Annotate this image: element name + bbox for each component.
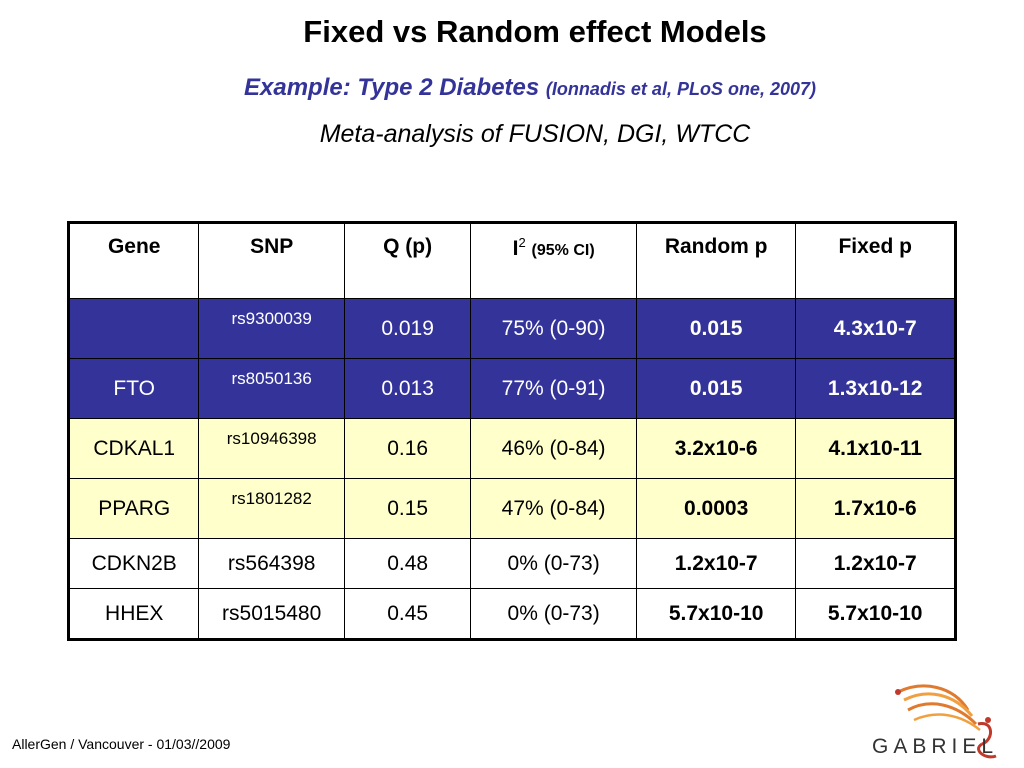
slide-title: Fixed vs Random effect Models	[303, 14, 767, 49]
cell-snp: rs564398	[198, 538, 345, 589]
gabriel-logo: GABRIEL	[868, 680, 1008, 765]
cell-snp: rs9300039	[198, 298, 345, 359]
cell-gene: HHEX	[67, 588, 200, 640]
cell-fixed: 5.7x10-10	[795, 588, 956, 640]
table-row: PPARG rs1801282 0.15 47% (0-84) 0.0003 1…	[67, 478, 956, 539]
cell-gene: FTO	[67, 358, 200, 419]
header-fixed: Fixed p	[795, 222, 956, 299]
cell-q: 0.16	[343, 418, 472, 479]
cell-fixed: 4.1x10-11	[795, 418, 956, 479]
cell-fixed: 1.7x10-6	[795, 478, 956, 539]
cell-gene: CDKN2B	[67, 538, 200, 589]
table-header-row: Gene SNP Q (p) I2 (95% CI) Random p Fixe…	[67, 222, 956, 299]
cell-random: 0.015	[635, 358, 797, 419]
cell-random: 0.015	[635, 298, 797, 359]
table-row: HHEX rs5015480 0.45 0% (0-73) 5.7x10-10 …	[67, 588, 956, 640]
footer-text: AllerGen / Vancouver - 01/03//2009	[12, 736, 231, 752]
cell-i2: 47% (0-84)	[470, 478, 637, 539]
cell-fixed: 1.3x10-12	[795, 358, 956, 419]
cell-snp: rs8050136	[198, 358, 345, 419]
cell-gene: CDKAL1	[67, 418, 200, 479]
cell-i2: 0% (0-73)	[470, 588, 637, 640]
cell-q: 0.45	[343, 588, 472, 640]
cell-fixed: 4.3x10-7	[795, 298, 956, 359]
cell-i2: 0% (0-73)	[470, 538, 637, 589]
header-i2: I2 (95% CI)	[470, 222, 637, 299]
header-i2-sup: 2	[518, 235, 526, 250]
header-random: Random p	[635, 222, 797, 299]
cell-gene: PPARG	[67, 478, 200, 539]
slide-subtitle: Example: Type 2 Diabetes (Ionnadis et al…	[120, 74, 940, 102]
cell-snp: rs10946398	[198, 418, 345, 479]
header-i2-main: I	[512, 237, 519, 260]
gabriel-logo-icon	[895, 684, 997, 759]
cell-q: 0.15	[343, 478, 472, 539]
table-row: CDKN2B rs564398 0.48 0% (0-73) 1.2x10-7 …	[67, 538, 956, 589]
cell-q: 0.48	[343, 538, 472, 589]
cell-q: 0.013	[343, 358, 472, 419]
table-row: rs9300039 0.019 75% (0-90) 0.015 4.3x10-…	[67, 298, 956, 359]
cell-random: 5.7x10-10	[635, 588, 797, 640]
table-row: FTO rs8050136 0.013 77% (0-91) 0.015 1.3…	[67, 358, 956, 419]
results-table: Gene SNP Q (p) I2 (95% CI) Random p Fixe…	[67, 221, 957, 641]
header-i2-ci: (95% CI)	[531, 242, 595, 259]
cell-snp: rs1801282	[198, 478, 345, 539]
cell-random: 0.0003	[635, 478, 797, 539]
subtitle-main: Example: Type 2 Diabetes	[244, 74, 540, 101]
logo-text: GABRIEL	[872, 735, 999, 758]
slide-subtitle-secondary: Meta-analysis of FUSION, DGI, WTCC	[319, 120, 751, 148]
cell-fixed: 1.2x10-7	[795, 538, 956, 589]
subtitle-citation: (Ionnadis et al, PLoS one, 2007)	[545, 79, 816, 99]
header-gene: Gene	[67, 222, 200, 299]
cell-snp: rs5015480	[198, 588, 345, 640]
cell-random: 3.2x10-6	[635, 418, 797, 479]
cell-i2: 75% (0-90)	[470, 298, 637, 359]
cell-i2: 46% (0-84)	[470, 418, 637, 479]
cell-i2: 77% (0-91)	[470, 358, 637, 419]
cell-random: 1.2x10-7	[635, 538, 797, 589]
header-q: Q (p)	[343, 222, 472, 299]
cell-gene	[67, 298, 200, 359]
header-snp: SNP	[198, 222, 345, 299]
cell-q: 0.019	[343, 298, 472, 359]
table-row: CDKAL1 rs10946398 0.16 46% (0-84) 3.2x10…	[67, 418, 956, 479]
